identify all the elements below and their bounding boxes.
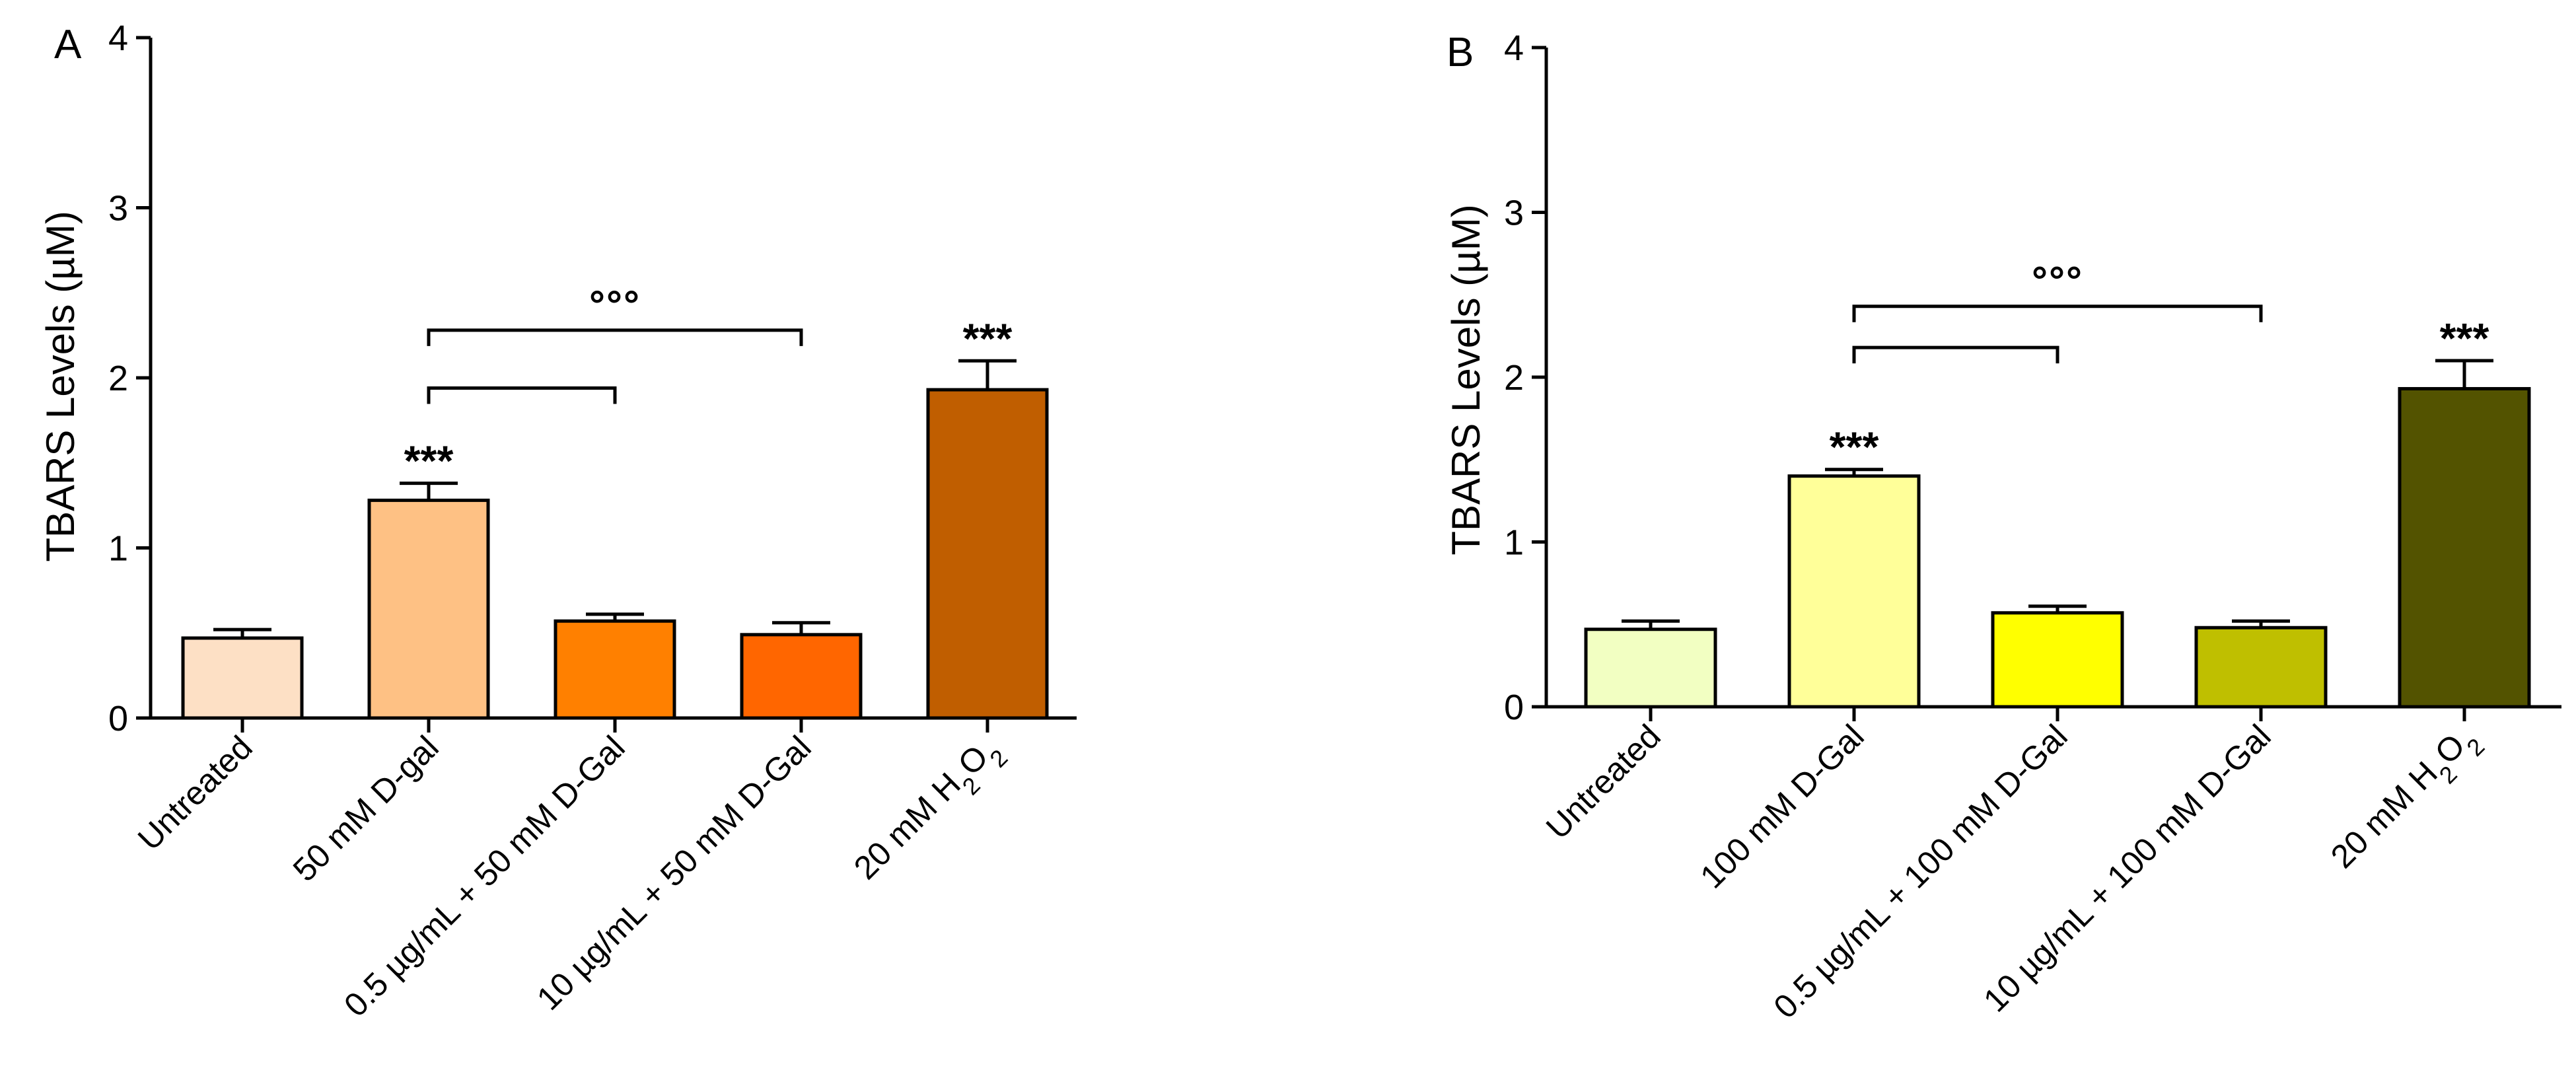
panel-label: B: [1447, 30, 1474, 75]
bar: [1584, 628, 1717, 709]
bar: [181, 636, 304, 720]
panel-label: A: [54, 22, 82, 67]
bar: [554, 619, 676, 720]
comparison-bracket: [1852, 305, 2263, 322]
y-tick-label: 1: [1504, 523, 1524, 563]
y-tick-label: 4: [1504, 28, 1524, 68]
y-axis-label: TBARS Levels (µM): [38, 211, 83, 561]
bar: [367, 498, 490, 720]
y-axis-label: TBARS Levels (µM): [1444, 204, 1488, 555]
x-tick-label: Untreated: [131, 729, 260, 857]
panel-b: B TBARS Levels (µM) 0 1 2 3 4 Untreated 100 mM…: [1444, 28, 2561, 1026]
bar: [740, 633, 863, 720]
panel-a: A TBARS Levels (µM) 0 1 2 3 4 Untreated 50 mM …: [38, 18, 1077, 1024]
y-tick-label: 0: [1504, 688, 1524, 727]
bar: [1787, 474, 1921, 709]
x-tick-label: 100 mM D-Gal: [1693, 717, 1871, 895]
significance-marker: ***: [404, 437, 454, 485]
x-tick-label: 50 mM D-gal: [286, 729, 446, 888]
bracket-significance-label: °°°: [2032, 259, 2083, 303]
bar: [2398, 386, 2531, 709]
significance-marker: ***: [963, 314, 1013, 362]
comparison-bracket: [1852, 345, 2059, 364]
comparison-bracket: [427, 386, 617, 404]
bar: [1991, 611, 2124, 709]
y-tick-label: 1: [108, 529, 128, 569]
significance-marker: ***: [1830, 423, 1879, 471]
bar: [926, 388, 1049, 720]
bar: [2194, 626, 2328, 709]
y-tick-label: 3: [1504, 194, 1524, 233]
y-tick-label: 2: [1504, 358, 1524, 398]
y-tick-label: 2: [108, 359, 128, 398]
x-tick-label: 20 mM H2O2: [2324, 717, 2489, 883]
y-tick-label: 4: [108, 18, 128, 58]
x-tick-label: Untreated: [1539, 717, 1668, 846]
bracket-significance-label: °°°: [589, 283, 641, 327]
significance-marker: ***: [2440, 314, 2489, 362]
x-tick-label: 20 mM H2O2: [847, 729, 1013, 894]
y-tick-label: 0: [108, 699, 128, 738]
comparison-bracket: [427, 328, 803, 346]
y-tick-label: 3: [108, 189, 128, 229]
